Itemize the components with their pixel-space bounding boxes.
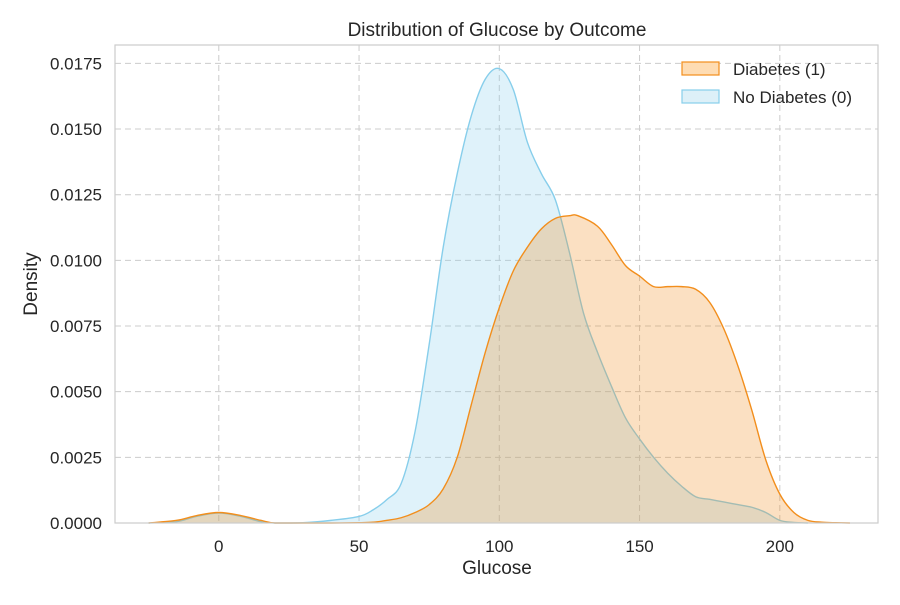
series-area-diabetes-1 <box>148 214 850 523</box>
y-tick-label: 0.0000 <box>50 514 102 533</box>
y-tick-label: 0.0025 <box>50 448 102 467</box>
x-tick-label: 200 <box>766 537 794 556</box>
y-tick-label: 0.0050 <box>50 383 102 402</box>
legend-swatch-no-diabetes-0 <box>681 89 720 104</box>
y-axis-ticks: 0.0000 0.0025 0.0050 0.0075 0.0100 0.0125 0.01… <box>50 54 102 533</box>
x-tick-label: 150 <box>625 537 653 556</box>
legend-swatch-diabetes-1 <box>681 61 720 76</box>
legend-label-no-diabetes-0: No Diabetes (0) <box>733 88 852 107</box>
plot-frame <box>114 44 879 524</box>
legend: Diabetes (1) No Diabetes (0) <box>681 60 852 107</box>
y-tick-label: 0.0100 <box>50 251 102 270</box>
x-tick-label: 0 <box>214 537 223 556</box>
legend-label-diabetes-1: Diabetes (1) <box>733 60 826 79</box>
x-tick-label: 50 <box>350 537 369 556</box>
y-tick-label: 0.0175 <box>50 54 102 73</box>
x-axis-ticks: 0 50 100 150 200 <box>214 537 794 556</box>
y-axis-label: Density <box>21 252 42 316</box>
grid <box>115 45 878 523</box>
y-tick-label: 0.0150 <box>50 120 102 139</box>
chart-title: Distribution of Glucose by Outcome <box>348 20 647 41</box>
x-tick-label: 100 <box>485 537 513 556</box>
x-axis-label: Glucose <box>462 558 532 579</box>
y-tick-label: 0.0075 <box>50 317 102 336</box>
series-area-no-diabetes-0 <box>148 68 808 524</box>
y-tick-label: 0.0125 <box>50 186 102 205</box>
